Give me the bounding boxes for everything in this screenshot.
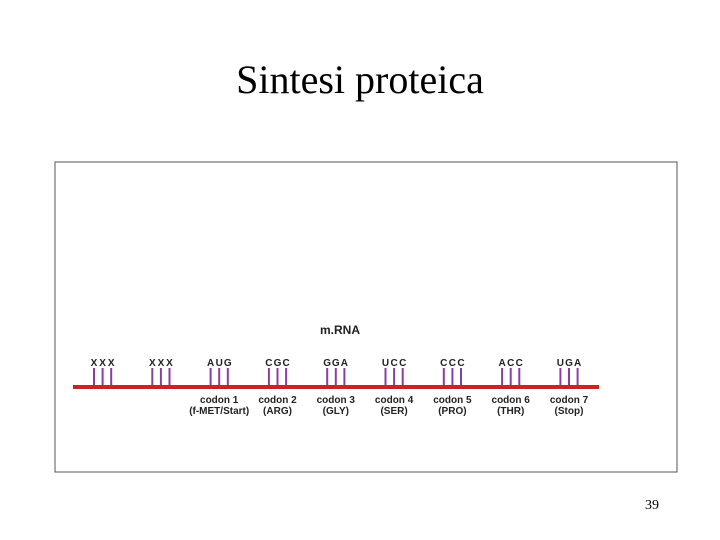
base-letter: C <box>516 358 523 369</box>
codon-label: codon 7 <box>550 395 589 406</box>
codon-label: codon 3 <box>317 395 356 406</box>
amino-acid-label: (GLY) <box>323 406 349 417</box>
base-letter: A <box>341 358 348 369</box>
amino-acid-label: (SER) <box>380 406 407 417</box>
codon-label: codon 2 <box>258 395 297 406</box>
base-letter: X <box>108 358 115 369</box>
mrna-backbone <box>73 385 599 389</box>
base-letter: U <box>216 358 223 369</box>
amino-acid-label: (PRO) <box>438 406 466 417</box>
base-letter: X <box>166 358 173 369</box>
base-letter: A <box>574 358 581 369</box>
base-letter: C <box>390 358 397 369</box>
base-letter: G <box>323 358 331 369</box>
codon-label: codon 6 <box>492 395 531 406</box>
amino-acid-label: (f-MET/Start) <box>189 406 249 417</box>
base-letter: C <box>449 358 456 369</box>
base-letter: A <box>207 358 214 369</box>
base-letter: C <box>265 358 272 369</box>
base-letter: C <box>282 358 289 369</box>
base-letter: C <box>507 358 514 369</box>
base-letter: X <box>158 358 165 369</box>
base-letter: C <box>440 358 447 369</box>
slide-title: Sintesi proteica <box>236 57 484 102</box>
codon-label: codon 5 <box>433 395 472 406</box>
base-letter: G <box>332 358 340 369</box>
amino-acid-label: (THR) <box>497 406 524 417</box>
figure-frame <box>54 161 678 473</box>
base-letter: U <box>557 358 564 369</box>
base-letter: X <box>91 358 98 369</box>
base-letter: X <box>149 358 156 369</box>
amino-acid-label: (Stop) <box>555 406 584 417</box>
base-letter: G <box>274 358 282 369</box>
codon-label: codon 4 <box>375 395 414 406</box>
base-letter: U <box>382 358 389 369</box>
mrna-label: m.RNA <box>320 323 360 337</box>
base-letter: C <box>457 358 464 369</box>
amino-acid-label: (ARG) <box>263 406 292 417</box>
base-letter: G <box>224 358 232 369</box>
base-letter: X <box>99 358 106 369</box>
page-number: 39 <box>645 498 659 513</box>
base-letter: A <box>498 358 505 369</box>
base-letter: G <box>565 358 573 369</box>
codon-label: codon 1 <box>200 395 239 406</box>
base-letter: C <box>399 358 406 369</box>
